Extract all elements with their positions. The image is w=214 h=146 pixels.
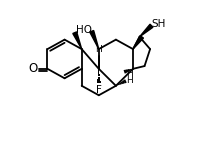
- Text: H: H: [126, 68, 133, 78]
- Text: HO: HO: [76, 25, 92, 35]
- Polygon shape: [133, 36, 143, 49]
- Text: H: H: [126, 76, 133, 85]
- Text: SH: SH: [151, 19, 166, 29]
- Text: F: F: [96, 85, 102, 95]
- Polygon shape: [90, 31, 99, 49]
- Text: H: H: [95, 45, 102, 54]
- Polygon shape: [73, 32, 82, 49]
- Text: O: O: [29, 62, 38, 75]
- Polygon shape: [140, 24, 153, 37]
